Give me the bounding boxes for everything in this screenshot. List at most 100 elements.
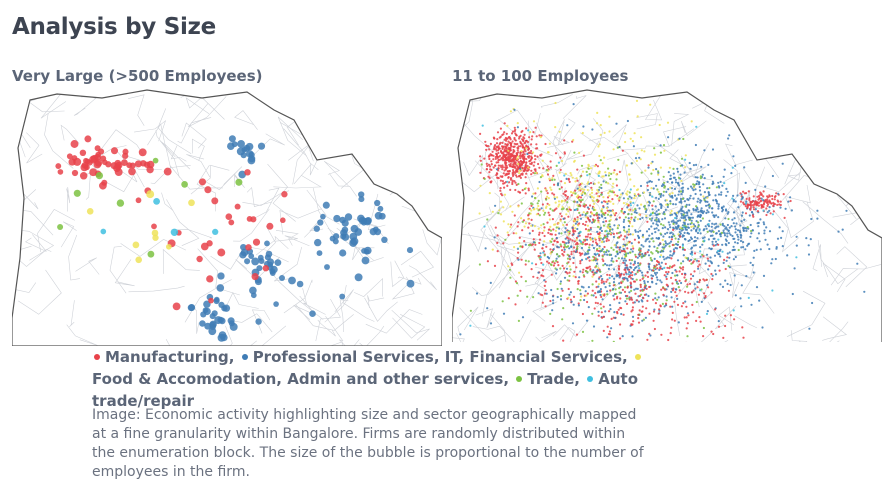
firm-dot bbox=[550, 288, 553, 292]
firm-dot bbox=[630, 298, 634, 301]
ward-boundary bbox=[552, 119, 572, 167]
firm-dot bbox=[700, 207, 703, 210]
firm-dot bbox=[666, 121, 670, 124]
firm-dot bbox=[734, 255, 737, 259]
ward-boundary bbox=[540, 93, 573, 109]
ward-boundary bbox=[273, 175, 322, 189]
firm-dot bbox=[151, 223, 157, 230]
firm-dot bbox=[612, 212, 615, 215]
firm-dot bbox=[639, 283, 642, 286]
firm-dot bbox=[579, 252, 582, 256]
firm-dot bbox=[572, 219, 576, 222]
firm-dot bbox=[674, 203, 677, 206]
firm-dot bbox=[687, 187, 690, 190]
firm-dot bbox=[541, 301, 544, 304]
firm-dot bbox=[584, 185, 587, 188]
firm-dot bbox=[570, 253, 573, 256]
firm-dot bbox=[609, 177, 612, 181]
firm-dot bbox=[604, 174, 607, 177]
ward-boundary bbox=[304, 99, 337, 134]
firm-dot bbox=[555, 257, 558, 260]
firm-dot bbox=[122, 152, 129, 160]
firm-dot bbox=[714, 269, 717, 272]
firm-dot bbox=[545, 198, 548, 201]
firm-dot bbox=[608, 333, 612, 336]
firm-dot bbox=[674, 237, 677, 240]
firm-dot bbox=[654, 292, 657, 295]
firm-dot bbox=[650, 274, 653, 277]
firm-dot bbox=[669, 174, 672, 177]
firm-dot bbox=[539, 154, 542, 157]
firm-dot bbox=[652, 269, 655, 272]
firm-dot bbox=[684, 205, 687, 208]
firm-dot bbox=[655, 263, 658, 266]
firm-dot bbox=[587, 233, 590, 236]
firm-dot bbox=[535, 135, 538, 138]
firm-dot bbox=[611, 191, 614, 194]
firm-dot bbox=[638, 207, 641, 210]
firm-dot bbox=[623, 218, 626, 221]
firm-dot bbox=[512, 232, 515, 235]
firm-dot bbox=[541, 174, 544, 177]
firm-dot bbox=[545, 245, 548, 248]
firm-dot bbox=[624, 271, 627, 274]
firm-dot bbox=[633, 132, 636, 135]
firm-dot bbox=[598, 186, 601, 189]
firm-dot bbox=[628, 191, 631, 194]
firm-dot bbox=[504, 164, 507, 167]
firm-dot bbox=[730, 172, 733, 175]
firm-dot bbox=[629, 262, 632, 265]
firm-dot bbox=[520, 173, 523, 176]
firm-dot bbox=[661, 238, 664, 242]
firm-dot bbox=[522, 169, 525, 172]
firm-dot bbox=[499, 189, 502, 192]
firm-dot bbox=[728, 251, 731, 254]
firm-dot bbox=[651, 232, 654, 235]
firm-dot bbox=[607, 250, 610, 253]
firm-dot bbox=[533, 196, 537, 200]
firm-dot bbox=[684, 154, 687, 157]
firm-dot bbox=[607, 182, 610, 185]
caption: Image: Economic activity highlighting si… bbox=[92, 406, 644, 482]
firm-dot bbox=[712, 199, 715, 202]
firm-dot bbox=[654, 205, 657, 208]
firm-dot bbox=[516, 146, 519, 149]
firm-dot bbox=[560, 180, 563, 183]
firm-dot bbox=[646, 338, 649, 341]
ward-boundary bbox=[832, 210, 869, 226]
firm-dot bbox=[538, 166, 541, 169]
firm-dot bbox=[530, 143, 533, 146]
firm-dot bbox=[572, 275, 575, 278]
ward-boundary bbox=[577, 164, 594, 182]
firm-dot bbox=[634, 292, 637, 295]
firm-dot bbox=[742, 190, 745, 193]
firm-dot bbox=[265, 250, 273, 258]
firm-dot bbox=[752, 215, 755, 218]
firm-dot bbox=[576, 245, 579, 248]
firm-dot bbox=[669, 200, 672, 203]
firm-dot bbox=[574, 180, 577, 183]
city-boundary bbox=[452, 89, 882, 342]
firm-dot bbox=[784, 207, 787, 210]
firm-dot bbox=[649, 256, 652, 260]
ward-boundary bbox=[474, 160, 510, 211]
firm-dot bbox=[711, 182, 714, 186]
firm-dot bbox=[519, 145, 522, 148]
firm-dot bbox=[530, 218, 533, 221]
firm-dot bbox=[653, 327, 656, 331]
firm-dot bbox=[551, 250, 554, 253]
firm-dot bbox=[694, 244, 697, 247]
firm-dot bbox=[546, 260, 549, 263]
firm-dot bbox=[668, 256, 671, 259]
firm-dot bbox=[540, 207, 543, 210]
firm-dot bbox=[678, 270, 681, 273]
firm-dot bbox=[623, 235, 626, 238]
firm-dot bbox=[660, 223, 663, 226]
firm-dot bbox=[694, 143, 697, 147]
firm-dot bbox=[317, 219, 324, 226]
firm-dot bbox=[577, 235, 580, 238]
firm-dot bbox=[703, 292, 706, 295]
firm-dot bbox=[548, 218, 551, 221]
firm-dot bbox=[646, 181, 649, 184]
firm-dot bbox=[727, 137, 730, 140]
